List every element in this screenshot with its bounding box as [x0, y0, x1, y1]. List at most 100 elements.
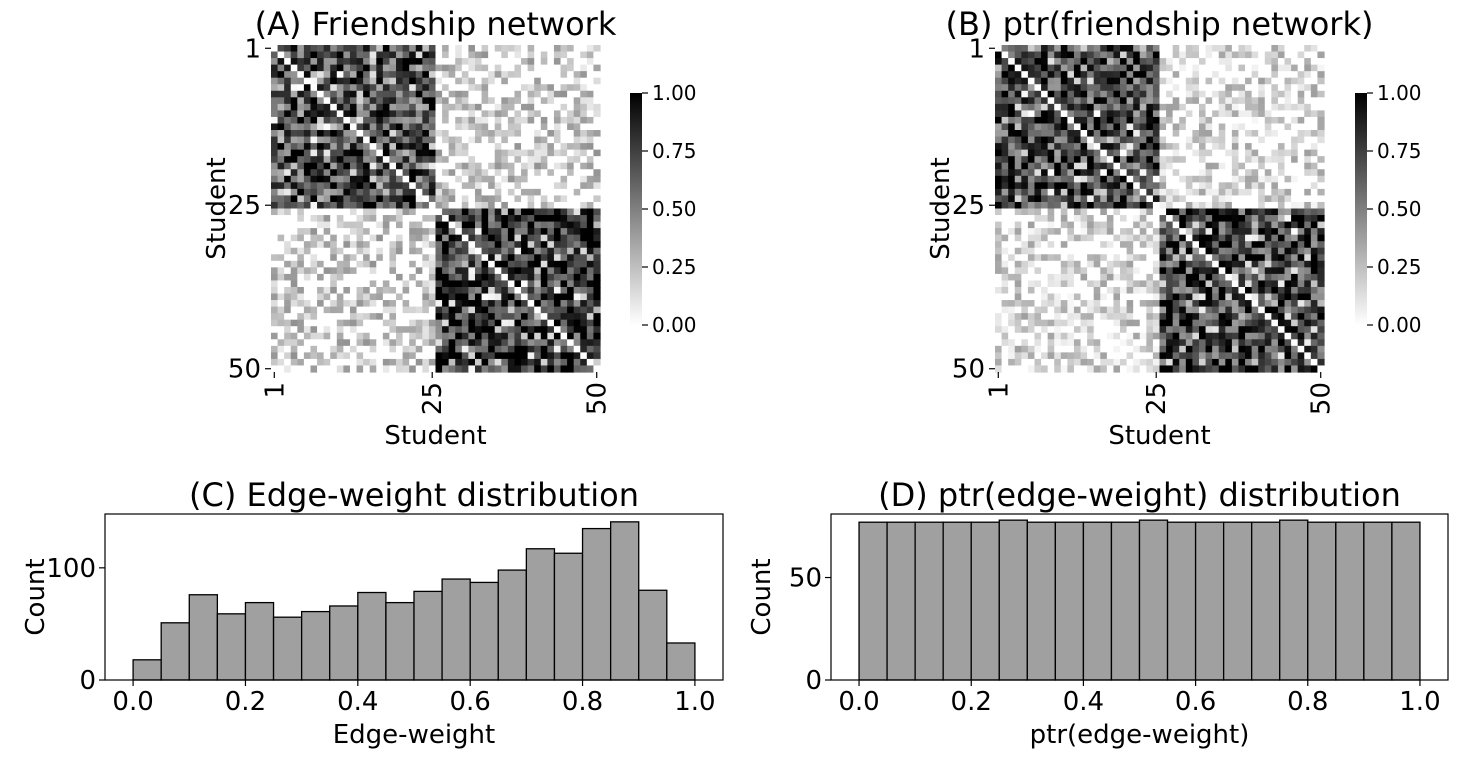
heatmap-cell [1014, 188, 1022, 197]
heatmap-cell [1041, 332, 1049, 340]
heatmap-cell [1264, 345, 1272, 353]
heatmap-cell [422, 77, 430, 85]
heatmap-cell [442, 130, 450, 138]
heatmap-cell [1225, 208, 1233, 216]
heatmap-cell [1001, 71, 1009, 79]
heatmap-cell [336, 267, 344, 275]
heatmap-cell [1067, 260, 1075, 268]
heatmap-cell [1067, 293, 1075, 301]
heatmap-cell [402, 319, 410, 327]
heatmap-cell [323, 260, 331, 268]
heatmap-cell [1231, 208, 1240, 216]
heatmap-cell [1073, 116, 1082, 125]
heatmap-cell [284, 306, 292, 314]
heatmap-cell [527, 280, 535, 288]
heatmap-cell [461, 77, 469, 85]
heatmap-cell [1205, 51, 1213, 59]
heatmap-cell [593, 326, 601, 334]
heatmap-cell [1185, 143, 1193, 151]
heatmap-cell [1014, 97, 1022, 105]
heatmap-cell [297, 188, 305, 197]
heatmap-cell [1310, 280, 1319, 288]
heatmap-cell [455, 365, 463, 373]
heatmap-cell [428, 365, 437, 373]
heatmap-cell [560, 228, 568, 236]
heatmap-cell [1218, 97, 1226, 105]
heatmap-cell [271, 286, 279, 295]
heatmap-cell [369, 182, 377, 190]
heatmap-cell [1277, 339, 1286, 347]
heatmap-cell [455, 358, 463, 367]
heatmap-cell [1113, 64, 1121, 72]
heatmap-cell [442, 110, 450, 118]
heatmap-cell [396, 280, 404, 288]
heatmap-cell [297, 58, 305, 66]
heatmap-cell [534, 326, 542, 334]
heatmap-cell [1245, 221, 1253, 229]
heatmap-cell [1060, 267, 1068, 275]
heatmap-cell [501, 149, 509, 157]
heatmap-cell [1054, 123, 1062, 131]
heatmap-cell [402, 241, 410, 249]
heatmap-cell [1100, 273, 1108, 282]
heatmap-cell [1310, 110, 1319, 118]
heatmap-cell [356, 228, 364, 236]
heatmap-cell [521, 286, 529, 295]
heatmap-cell [1251, 306, 1259, 314]
heatmap-cell [1080, 241, 1088, 249]
heatmap-cell [1218, 352, 1226, 360]
heatmap-cell [369, 51, 377, 59]
heatmap-cell [1093, 169, 1101, 177]
heatmap-cell [297, 345, 305, 353]
heatmap-cell [1238, 352, 1246, 360]
heatmap-cell [1198, 182, 1207, 190]
heatmap-cell [1205, 234, 1213, 242]
heatmap-cell [521, 208, 529, 216]
heatmap-cell [474, 162, 483, 170]
heatmap-cell [389, 169, 397, 177]
heatmap-cell [402, 188, 410, 197]
heatmap-cell [1192, 123, 1200, 131]
heatmap-cell [363, 201, 371, 210]
heatmap-cell [1047, 116, 1055, 125]
heatmap-cell [593, 339, 601, 347]
heatmap-cell [461, 273, 469, 282]
heatmap-cell [1218, 293, 1226, 301]
heatmap-cell [435, 319, 443, 327]
heatmap-cell [389, 241, 397, 249]
heatmap-cell [1192, 332, 1200, 340]
heatmap-cell [396, 162, 404, 170]
heatmap-cell [501, 90, 509, 98]
heatmap-cell [1264, 169, 1272, 177]
heatmap-cell [1152, 182, 1161, 190]
heatmap-cell [1317, 156, 1325, 164]
heatmap-cell [1100, 319, 1108, 327]
heatmap-cell [534, 345, 542, 353]
heatmap-cell [428, 228, 437, 236]
heatmap-cell [435, 169, 443, 177]
heatmap-cell [1139, 339, 1147, 347]
heatmap-cell [271, 332, 279, 340]
heatmap-cell [494, 280, 502, 288]
heatmap-cell [1245, 130, 1253, 138]
heatmap-cell [1054, 345, 1062, 353]
heatmap-cell [560, 169, 568, 177]
heatmap-cell [507, 136, 516, 144]
heatmap-cell [1047, 45, 1055, 53]
heatmap-cell [1166, 195, 1174, 203]
heatmap-cell [1304, 352, 1312, 360]
heatmap-cell [1317, 169, 1325, 177]
heatmap-cell [277, 273, 285, 282]
heatmap-cell [297, 215, 305, 223]
heatmap-cell [553, 326, 562, 334]
heatmap-cell [1060, 130, 1068, 138]
heatmap-cell [310, 300, 318, 308]
heatmap-cell [593, 319, 601, 327]
heatmap-cell [1166, 332, 1174, 340]
heatmap-cell [389, 64, 397, 72]
heatmap-cell [1054, 293, 1062, 301]
heatmap-cell [560, 103, 568, 111]
heatmap-cell [389, 215, 397, 223]
heatmap-cell [1212, 175, 1220, 183]
heatmap-cell [1284, 221, 1292, 229]
